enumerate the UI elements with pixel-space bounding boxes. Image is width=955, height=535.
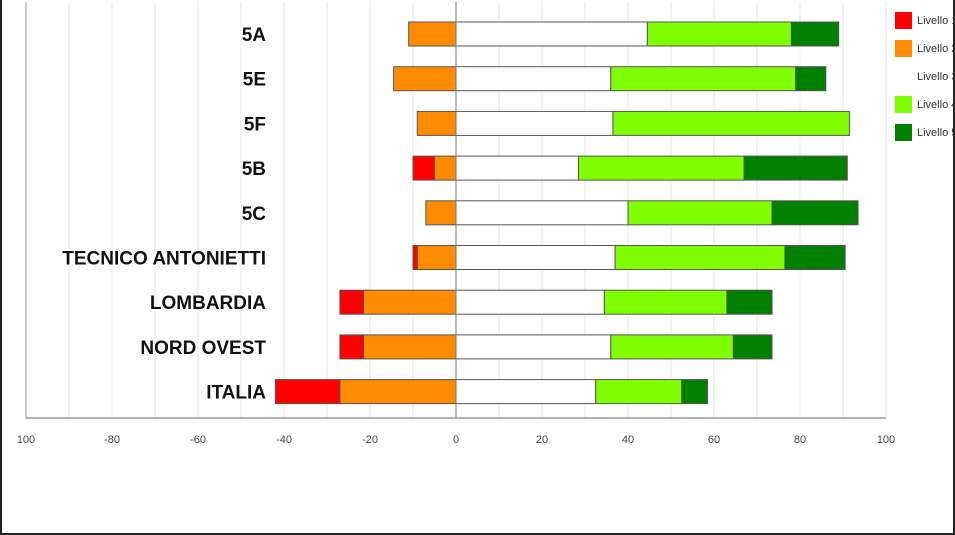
bar-livello-4 [612, 110, 850, 136]
bar-livello-5 [790, 21, 840, 47]
category-label: 5E [243, 70, 266, 91]
category-label: LOMBARDIA [150, 293, 266, 314]
bar-livello-4 [578, 155, 745, 181]
x-tick-label: 100 [17, 434, 35, 446]
bar-livello-2 [408, 21, 457, 47]
bar-livello-2 [425, 200, 457, 226]
legend-label: Livello 4 [917, 99, 955, 111]
bar-livello-2 [393, 66, 457, 92]
legend-label: Livello 1 [917, 15, 955, 27]
bar-livello-3 [455, 289, 605, 315]
legend-swatch [895, 12, 912, 29]
bar-livello-5 [771, 200, 859, 226]
bar-livello-5 [795, 66, 827, 92]
bar-livello-4 [627, 200, 773, 226]
bar-livello-5 [784, 245, 846, 270]
bars [274, 21, 859, 405]
x-tick-label: 80 [794, 434, 806, 446]
bar-livello-4 [610, 66, 797, 92]
bar-livello-2 [363, 289, 457, 315]
bar-livello-2 [363, 334, 457, 360]
category-label: 5C [242, 204, 267, 225]
legend-label: Livello 5 [917, 127, 955, 139]
bar-livello-3 [455, 245, 616, 270]
bar-livello-1 [412, 245, 418, 270]
x-tick-label: 20 [536, 434, 548, 446]
bar-livello-4 [610, 334, 734, 360]
x-tick-label: 60 [708, 434, 720, 446]
x-tick-label: 100 [877, 434, 895, 446]
bar-livello-3 [455, 200, 629, 226]
bar-livello-4 [614, 245, 786, 270]
category-label: 5F [244, 114, 266, 135]
legend-swatch [895, 96, 912, 113]
legend-label: Livello 3 [917, 71, 955, 83]
bar-livello-3 [455, 21, 648, 47]
bar-livello-5 [732, 334, 773, 360]
x-tick-label: 40 [622, 434, 634, 446]
category-label: ITALIA [206, 383, 266, 404]
category-label: 5A [242, 25, 267, 46]
bar-livello-2 [416, 110, 457, 136]
bar-livello-3 [455, 379, 597, 405]
bar-livello-2 [339, 379, 457, 405]
bar-livello-1 [339, 334, 365, 360]
bar-livello-5 [681, 379, 709, 405]
bar-livello-3 [455, 110, 614, 136]
bar-livello-2 [416, 245, 457, 270]
bar-livello-4 [603, 289, 728, 315]
legend: Livello 1 Livello 2 Livello 3 Livello 4 Live… [895, 12, 955, 141]
bar-livello-5 [743, 155, 848, 181]
x-tick-label: -80 [104, 434, 120, 446]
bar-livello-1 [339, 289, 365, 315]
x-tick-labels: 100 -80 -60 -40 -20 0 20 40 60 80 100 [17, 434, 895, 446]
bar-livello-5 [726, 289, 773, 315]
category-label: 5B [242, 159, 266, 180]
x-tick-label: 0 [453, 434, 459, 446]
legend-label: Livello 2 [917, 43, 955, 55]
category-label: NORD OVEST [140, 338, 266, 359]
bar-livello-3 [455, 334, 612, 360]
x-tick-label: -40 [276, 434, 292, 446]
category-label: TECNICO ANTONIETTI [62, 249, 266, 270]
legend-swatch [895, 40, 912, 57]
bar-livello-3 [455, 155, 580, 181]
bar-livello-1 [274, 379, 341, 405]
bar-livello-2 [434, 155, 457, 181]
bar-livello-4 [646, 21, 792, 47]
bar-livello-3 [455, 66, 612, 92]
x-tick-label: -60 [190, 434, 206, 446]
bar-livello-1 [412, 155, 435, 181]
legend-swatch [895, 124, 912, 141]
bar-livello-4 [595, 379, 683, 405]
x-tick-label: -20 [362, 434, 378, 446]
